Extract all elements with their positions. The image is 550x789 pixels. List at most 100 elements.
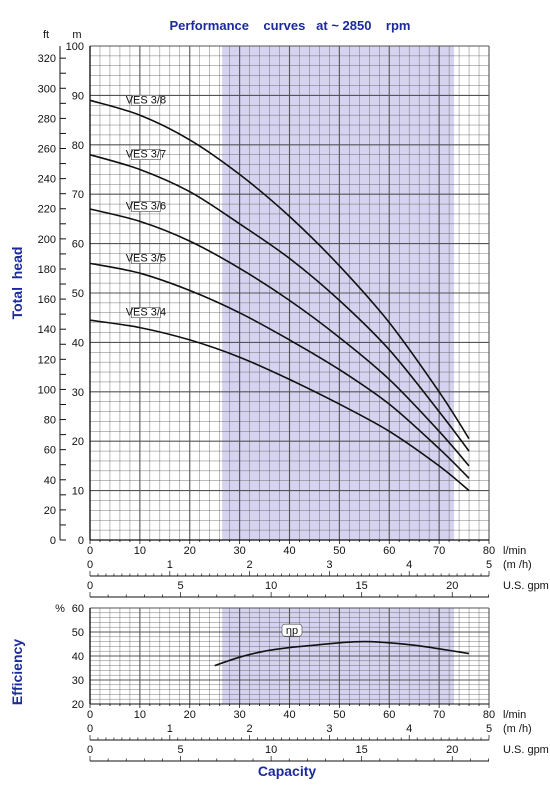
lmin-tick-label: 60 [383,709,395,721]
lmin-tick-label: 50 [333,545,345,557]
m3h-tick-label: 0 [87,559,93,571]
gpm-tick-label: 10 [265,744,277,756]
ft-tick-label: 240 [38,174,56,186]
series-line-ves-3-4 [89,319,470,492]
m-tick-label: 30 [72,387,84,399]
m-tick-label: 60 [72,239,84,251]
m-tick-label: 20 [72,436,84,448]
m-tick-label: 90 [72,90,84,102]
chart-title: Performance curves at ~ 2850 rpm [170,18,411,33]
lmin-tick-label: 60 [383,545,395,557]
lmin-tick-label: 70 [433,709,445,721]
gpm-unit-label: U.S. gpm [503,580,549,592]
lmin-tick-label: 30 [234,545,246,557]
series-label-box [131,149,161,160]
efficiency-series-label: ηp [286,625,298,637]
ft-tick-label: 120 [38,354,56,366]
series-label-box [131,307,161,319]
gpm-tick-label: 0 [87,744,93,756]
series-line-ves-3-8 [89,99,470,440]
m-tick-label: 0 [78,535,84,547]
series-label-box [131,201,161,212]
m3h-tick-label: 2 [247,559,253,571]
lmin-tick-label: 20 [184,709,196,721]
m-unit-label: m [72,29,81,41]
gpm-tick-label: 5 [177,744,183,756]
series-label-box [131,253,161,264]
efficiency-label-box [281,623,303,637]
capacity-axis-label: Capacity [258,763,317,779]
ft-tick-label: 320 [38,53,56,65]
gpm-unit-label: U.S. gpm [503,744,549,756]
ft-tick-label: 280 [38,113,56,125]
m3h-unit-label: (m /h) [503,559,532,571]
ft-tick-label: 140 [38,324,56,336]
efficiency-tick-label: 40 [72,651,84,663]
ft-tick-label: 160 [38,294,56,306]
m-tick-label: 50 [72,288,84,300]
efficiency-curve [214,640,470,667]
lmin-tick-label: 50 [333,709,345,721]
lmin-tick-label: 80 [483,545,495,557]
lmin-tick-label: 20 [184,545,196,557]
percent-unit-label: % [55,603,65,615]
lmin-tick-label: 0 [87,545,93,557]
efficiency-axis-label: Efficiency [9,639,25,705]
efficiency-tick-label: 30 [72,675,84,687]
series-label: VES 3/4 [126,307,166,319]
lmin-tick-label: 10 [134,545,146,557]
m-tick-label: 70 [72,189,84,201]
m3h-tick-label: 1 [167,723,173,735]
gpm-tick-label: 0 [87,580,93,592]
lmin-tick-label: 40 [283,709,295,721]
m3h-tick-label: 5 [486,723,492,735]
gpm-tick-label: 10 [265,580,277,592]
ft-tick-label: 200 [38,234,56,246]
lmin-unit-label: l/min [503,709,526,721]
series-label: VES 3/5 [126,252,166,264]
gpm-tick-label: 15 [356,744,368,756]
series-label: VES 3/7 [126,149,166,161]
m-tick-label: 80 [72,140,84,152]
lmin-tick-label: 0 [87,709,93,721]
ft-tick-label: 40 [44,475,56,487]
efficiency-tick-label: 60 [72,603,84,615]
lmin-tick-label: 10 [134,709,146,721]
lmin-tick-label: 30 [234,709,246,721]
ft-tick-label: 260 [38,144,56,156]
m3h-tick-label: 4 [406,559,412,571]
ft-tick-label: 300 [38,83,56,95]
series-label: VES 3/6 [126,201,166,213]
ft-tick-label: 60 [44,445,56,457]
ft-tick-label: 0 [50,535,56,547]
lmin-tick-label: 80 [483,709,495,721]
ft-unit-label: ft [43,29,49,41]
ft-tick-label: 20 [44,505,56,517]
ft-tick-label: 100 [38,384,56,396]
efficiency-tick-label: 50 [72,627,84,639]
series-line-ves-3-6 [89,208,470,467]
m3h-tick-label: 0 [87,723,93,735]
gpm-tick-label: 20 [446,580,458,592]
gpm-tick-label: 5 [177,580,183,592]
gpm-tick-label: 20 [446,744,458,756]
m3h-tick-label: 2 [247,723,253,735]
lmin-tick-label: 70 [433,545,445,557]
series-label-box [131,95,161,106]
series-label: VES 3/8 [126,94,166,106]
m3h-tick-label: 1 [167,559,173,571]
m-tick-label: 100 [66,41,84,53]
m3h-unit-label: (m /h) [503,723,532,735]
ft-tick-label: 180 [38,264,56,276]
gpm-tick-label: 15 [356,580,368,592]
m-tick-label: 10 [72,486,84,498]
m3h-tick-label: 4 [406,723,412,735]
efficiency-tick-label: 20 [72,699,84,711]
series-line-ves-3-7 [89,153,470,452]
total-head-axis-label: Total head [9,247,25,320]
ft-tick-label: 220 [38,204,56,216]
m3h-tick-label: 5 [486,559,492,571]
ft-tick-label: 80 [44,415,56,427]
lmin-unit-label: l/min [503,545,526,557]
